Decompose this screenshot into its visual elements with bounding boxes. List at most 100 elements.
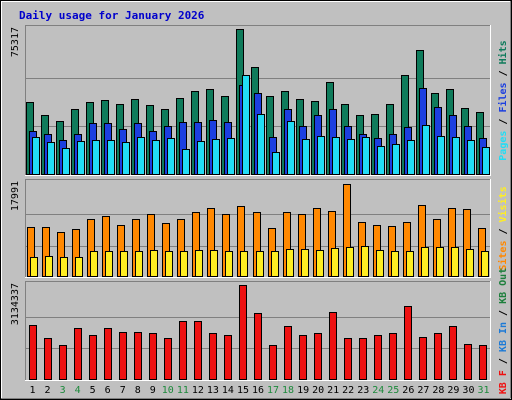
bar-sites-day-4 [75,257,83,277]
series-legend-label: KB F / KB In / KB Out [498,268,509,394]
bar-kb-f-day-26 [404,306,412,380]
bar-kb-f-day-9 [149,333,157,380]
bar-kb-f-day-6 [104,328,112,380]
bar-kb-f-day-28 [434,333,442,380]
bar-kb-f-day-29 [449,326,457,380]
x-tick-day-19: 19 [297,385,309,396]
x-tick-day-22: 22 [342,385,354,396]
bar-sites-day-8 [135,251,143,277]
series-legend-label: Pages / Files / Hits [497,40,509,160]
bar-pages-day-23 [362,137,370,175]
bar-sites-day-29 [451,247,459,277]
legend-part-2: Visits [497,186,509,222]
bar-sites-day-28 [436,247,444,277]
x-tick-day-17: 17 [267,385,279,396]
x-tick-day-28: 28 [432,385,444,396]
bar-pages-day-10 [167,138,175,175]
chart-title: Daily usage for January 2026 [19,9,205,22]
bar-pages-day-2 [47,142,55,175]
bar-sites-day-27 [421,247,429,277]
bar-pages-day-11 [182,149,190,175]
bar-pages-day-26 [407,140,415,175]
x-tick-day-10: 10 [162,385,174,396]
bar-sites-day-13 [210,250,218,277]
bar-pages-day-31 [482,147,490,175]
y-max-label: 3134337 [10,283,21,325]
x-tick-day-5: 5 [90,385,96,396]
bar-sites-day-17 [271,251,279,277]
legend-part-1: / [498,113,509,131]
x-axis-tick-labels: 1 2 3 4 5 6 7 8 9 10 11 12 13 14 15 16 17 18 19 20 21 22 23 24 2… [30,385,490,396]
bar-pages-day-30 [467,140,475,175]
bar-sites-day-19 [301,249,309,277]
bar-pages-day-27 [422,125,430,175]
x-tick-day-13: 13 [207,385,219,396]
bar-sites-day-9 [150,250,158,277]
x-tick-day-29: 29 [447,385,459,396]
bar-kb-f-day-13 [209,333,217,380]
bar-kb-f-day-16 [254,313,262,380]
panel-kbf-kbin-kbout: 3134337 KB F / KB In / KB Out [10,268,509,394]
bar-kb-f-day-4 [74,328,82,380]
bar-sites-day-31 [481,251,489,277]
bar-sites-day-5 [90,251,98,277]
bar-sites-day-6 [105,251,113,277]
bar-kb-f-day-18 [284,326,292,380]
bar-pages-day-29 [452,137,460,175]
bar-sites-day-10 [165,251,173,277]
legend-part-2: KB In [498,322,509,352]
bar-sites-day-22 [346,247,354,277]
x-tick-day-31: 31 [477,385,489,396]
legend-part-1: / [498,222,509,240]
x-tick-day-23: 23 [357,385,369,396]
x-tick-day-1: 1 [30,385,36,396]
bar-pages-day-6 [107,140,115,175]
legend-part-1: / [498,352,509,370]
bar-pages-day-8 [137,137,145,175]
bar-kb-f-day-5 [89,335,97,380]
bar-kb-f-day-10 [164,338,172,380]
series-kb-f [29,285,487,380]
x-tick-day-27: 27 [417,385,429,396]
bar-sites-day-7 [120,251,128,277]
legend-part-0: Pages [498,131,509,161]
bar-pages-day-18 [287,121,295,175]
bar-kb-f-day-11 [179,321,187,380]
series-pages [32,75,490,175]
x-tick-day-16: 16 [252,385,264,396]
bar-sites-day-16 [256,251,264,277]
bar-kb-f-day-3 [59,345,67,380]
bar-pages-day-5 [92,140,100,175]
bar-pages-day-28 [437,136,445,175]
x-tick-day-3: 3 [60,385,66,396]
bar-sites-day-11 [180,251,188,277]
legend-part-4: KB Out [498,268,509,304]
x-tick-day-30: 30 [462,385,474,396]
x-tick-day-26: 26 [402,385,414,396]
bar-pages-day-12 [197,141,205,175]
x-tick-day-20: 20 [312,385,324,396]
bar-kb-f-day-17 [269,345,277,380]
bar-kb-f-day-23 [359,338,367,380]
bar-sites-day-1 [30,257,38,277]
bar-sites-day-21 [331,248,339,277]
x-tick-day-11: 11 [177,385,189,396]
bar-kb-f-day-21 [329,312,337,380]
legend-part-0: KB F [498,370,509,394]
bar-kb-f-day-2 [44,338,52,380]
bar-pages-day-24 [377,146,385,175]
x-tick-day-25: 25 [387,385,399,396]
bar-sites-day-2 [45,256,53,277]
y-max-label: 17991 [10,181,21,211]
bar-pages-day-16 [257,114,265,175]
x-tick-day-4: 4 [75,385,81,396]
bar-kb-f-day-12 [194,321,202,380]
bar-pages-day-15 [242,75,250,175]
bar-kb-f-day-31 [479,345,487,380]
series-sites [30,246,489,277]
legend-part-4: Hits [497,40,509,64]
bar-sites-day-23 [361,246,369,277]
bar-sites-day-18 [286,249,294,277]
bar-pages-day-4 [77,141,85,175]
